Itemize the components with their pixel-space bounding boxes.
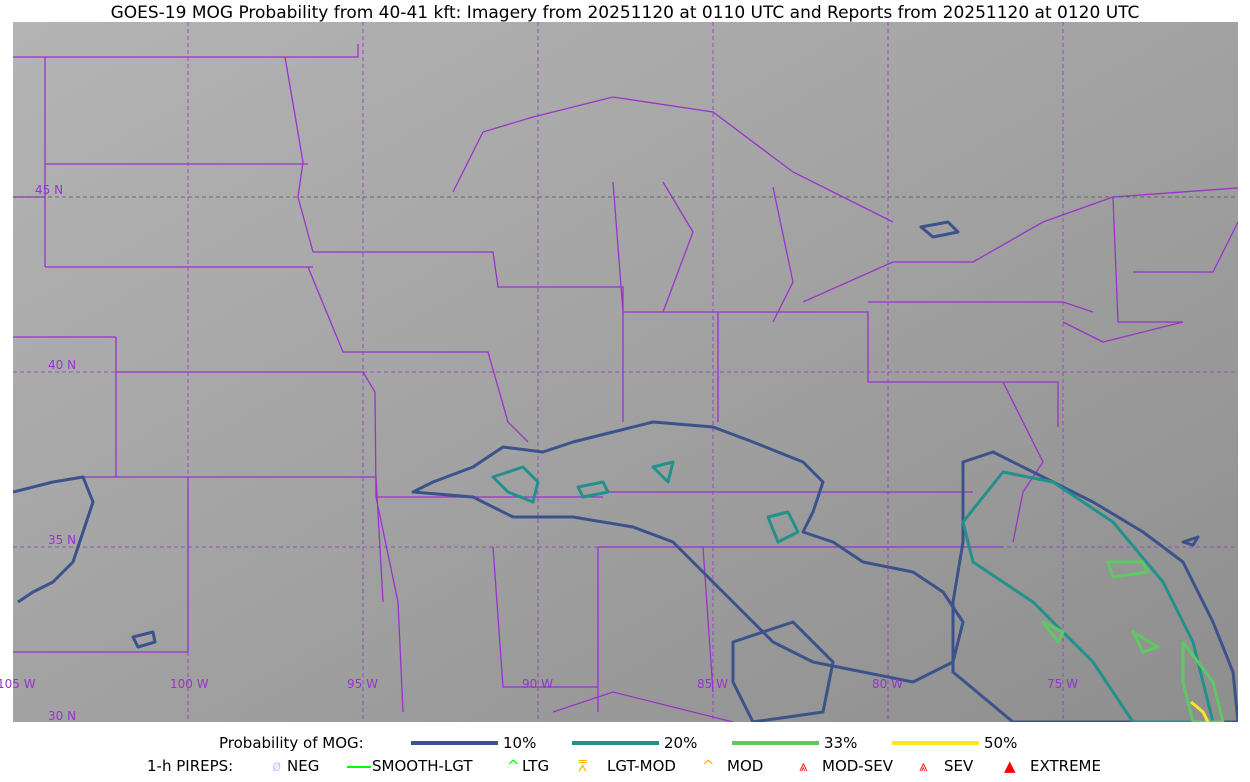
contour-10pct (951, 450, 1240, 724)
lat-label: 45 N (35, 183, 64, 197)
lon-label: 85 W (697, 677, 728, 691)
filled-triangle-icon: ▲ (1004, 757, 1016, 775)
line-icon (347, 766, 371, 768)
legend-label: MOD (727, 757, 764, 775)
legend-label: EXTREME (1030, 757, 1101, 775)
double-caret-icon: ⩓ (919, 757, 928, 775)
contour-10pct (12, 475, 95, 604)
swatch-50pct (892, 741, 979, 745)
lat-label: 30 N (48, 709, 77, 723)
swatch-33pct (732, 741, 819, 745)
contour-33pct (1041, 560, 1225, 724)
legend-label: 33% (824, 734, 858, 752)
caret-bar-icon: ⩞ (578, 757, 588, 775)
legend-title: Probability of MOG: (219, 734, 364, 752)
lon-label: 90 W (522, 677, 553, 691)
contour-20pct (491, 460, 1215, 724)
legend-title: 1-h PIREPS: (147, 757, 234, 775)
lon-label: 80 W (872, 677, 903, 691)
lon-label: 100 W (170, 677, 209, 691)
mog-contours (12, 220, 1240, 724)
lat-label: 40 N (48, 358, 77, 372)
legend-label: 20% (664, 734, 698, 752)
legend-label: SMOOTH-LGT (372, 757, 473, 775)
gridlines (13, 22, 1238, 722)
lon-label: 105 W (0, 677, 36, 691)
map-svg (12, 22, 1250, 724)
satellite-map (12, 22, 1250, 724)
double-caret-icon: ⩓ (799, 757, 808, 775)
legend-label: MOD-SEV (822, 757, 893, 775)
contour-10pct (131, 220, 1200, 724)
legend-label: 50% (984, 734, 1018, 752)
caret-icon: ^ (702, 757, 715, 775)
chart-title: GOES-19 MOG Probability from 40-41 kft: … (110, 3, 1140, 23)
lon-label: 75 W (1047, 677, 1078, 691)
contour-10pct (411, 420, 965, 684)
legend-label: 10% (503, 734, 537, 752)
legend-label: LTG (522, 757, 550, 775)
swatch-20pct (572, 741, 659, 745)
contour-50pct (1190, 700, 1210, 723)
lon-label: 95 W (347, 677, 378, 691)
swatch-10pct (411, 741, 498, 745)
legend-label: SEV (944, 757, 974, 775)
legend-label: LGT-MOD (607, 757, 676, 775)
caret-icon: ^ (507, 757, 520, 775)
lat-label: 35 N (48, 533, 77, 547)
neg-icon: ø (272, 757, 282, 775)
legend-label: NEG (287, 757, 320, 775)
